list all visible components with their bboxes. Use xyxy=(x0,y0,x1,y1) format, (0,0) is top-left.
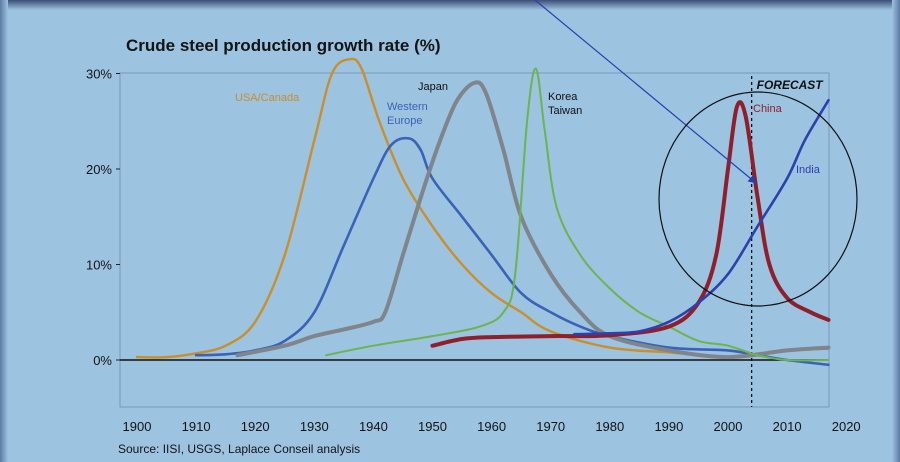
series-line-japan xyxy=(235,80,831,360)
series-line-india xyxy=(573,98,830,336)
series-label: China xyxy=(753,103,783,115)
series-label: Korea xyxy=(548,91,578,103)
y-tick-label: 0% xyxy=(93,353,112,368)
plot-frame xyxy=(119,72,830,408)
x-tick-label: 1910 xyxy=(182,419,211,434)
source-note: Source: IISI, USGS, Laplace Conseil anal… xyxy=(118,442,361,456)
annotation-layer xyxy=(534,0,858,307)
window-left-edge xyxy=(0,0,8,462)
window-right-edge xyxy=(892,0,900,462)
annotation-arrow xyxy=(534,0,757,184)
series-label: Taiwan xyxy=(548,105,582,117)
series-label: USA/Canada xyxy=(235,92,300,104)
x-tick-label: 2010 xyxy=(773,419,802,434)
series-line-china xyxy=(430,100,831,348)
x-tick-label: 1940 xyxy=(359,419,388,434)
series-layer xyxy=(135,57,831,367)
x-tick-label: 2020 xyxy=(832,419,861,434)
window-top-edge xyxy=(0,0,900,10)
series-label: Japan xyxy=(418,81,448,93)
label-layer: USA/Canada Western Europe Japan Korea Taiwan C… xyxy=(235,81,821,176)
highlight-circle xyxy=(658,91,858,307)
y-tick-label: 10% xyxy=(86,258,112,273)
x-tick-label: 1900 xyxy=(123,419,152,434)
forecast-label: FORECAST xyxy=(757,78,825,92)
series-label: Western xyxy=(387,101,428,113)
series-line-korea-taiwan xyxy=(325,67,830,362)
x-tick-label: 1960 xyxy=(477,419,506,434)
chart-title: Crude steel production growth rate (%) xyxy=(126,36,441,55)
series-line-western-europe xyxy=(194,136,830,367)
x-tick-label: 2000 xyxy=(714,419,743,434)
series-label: India xyxy=(796,164,821,176)
x-tick-label: 1970 xyxy=(536,419,565,434)
y-tick-label: 20% xyxy=(86,162,112,177)
x-tick-label: 1990 xyxy=(654,419,683,434)
y-tick-label: 30% xyxy=(86,67,112,82)
x-tick-label: 1920 xyxy=(241,419,270,434)
x-tick-label: 1950 xyxy=(418,419,447,434)
x-tick-label: 1930 xyxy=(300,419,329,434)
x-tick-label: 1980 xyxy=(595,419,624,434)
axes-layer: 0% 10% 20% 30% 1900 1910 1920 1930 1940 1950 1960 1… xyxy=(86,67,861,435)
series-label: Europe xyxy=(387,115,422,127)
